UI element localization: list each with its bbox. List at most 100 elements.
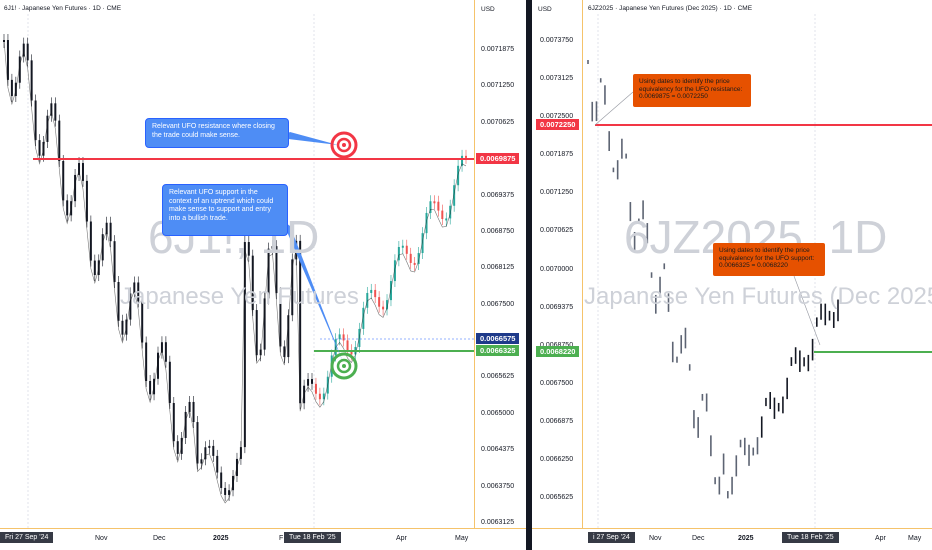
right-candle-body xyxy=(714,477,716,485)
left-candle-body xyxy=(342,334,345,341)
right-candle-body xyxy=(667,293,670,312)
right-candle-body xyxy=(727,491,729,499)
right-candle-body xyxy=(769,392,772,410)
left-candle-body xyxy=(437,201,440,211)
left-candle-body xyxy=(366,292,369,308)
right-candle-body xyxy=(625,153,627,159)
right-candle-body xyxy=(676,356,678,363)
left-candle-body xyxy=(243,242,246,448)
right-price-chart[interactable] xyxy=(532,0,932,550)
left-resistance-pointer xyxy=(280,132,338,145)
left-candle-body xyxy=(26,43,29,61)
right-candle-body xyxy=(697,417,699,438)
left-candle-body xyxy=(318,393,321,400)
right-price-label-3: 0.0071875 xyxy=(540,151,574,159)
right-candle-body xyxy=(621,138,623,159)
left-candle-body xyxy=(220,472,223,488)
left-candle-body xyxy=(228,490,231,495)
left-candle-body xyxy=(275,246,278,294)
left-candle-body xyxy=(78,163,81,175)
left-candle-body xyxy=(133,282,136,294)
left-candle-body xyxy=(200,459,203,464)
left-candle-body xyxy=(18,56,21,83)
right-candle-body xyxy=(612,167,615,173)
left-candle-body xyxy=(445,218,448,221)
right-price-label-9: 0.0067500 xyxy=(540,379,574,387)
left-candle-body xyxy=(429,201,432,213)
left-candle-body xyxy=(389,281,392,301)
right-candle-body xyxy=(743,437,746,456)
left-price-axis-border xyxy=(474,0,475,528)
left-candle-body xyxy=(255,310,258,356)
right-candle-body xyxy=(820,303,822,320)
right-candle-body xyxy=(803,357,805,367)
left-candle-body xyxy=(374,289,377,298)
right-candle-body xyxy=(807,354,810,372)
right-candle-body xyxy=(777,402,780,412)
right-candle-body xyxy=(671,341,674,363)
left-price-label-13: 0.0063125 xyxy=(481,519,515,526)
left-price-label-5: 0.0068750 xyxy=(481,227,515,235)
left-candle-body xyxy=(279,293,282,347)
right-candle-body xyxy=(760,416,763,438)
right-candle-body xyxy=(773,397,776,419)
right-support-note[interactable]: Using dates to identify the price equiva… xyxy=(713,243,825,276)
left-price-label-4: 0.0069375 xyxy=(481,191,515,199)
right-candle-body xyxy=(616,160,619,180)
left-date-start: Fri 27 Sep '24 xyxy=(0,532,54,543)
right-candle-body xyxy=(650,272,653,278)
right-candle-body xyxy=(654,294,657,314)
right-candle-body xyxy=(629,202,632,222)
right-support-price-tag: 0.0068220 xyxy=(536,346,580,357)
left-date-cursor: Tue 18 Feb '25 xyxy=(284,532,341,543)
right-candle-body xyxy=(837,299,839,322)
right-resistance-pointer xyxy=(594,91,634,126)
right-price-label-7: 0.0069375 xyxy=(540,303,574,311)
left-time-axis-border xyxy=(0,528,526,529)
left-resistance-note[interactable]: Relevant UFO resistance where closing th… xyxy=(145,118,289,148)
left-candle-body xyxy=(216,455,219,473)
left-candle-body xyxy=(176,441,179,454)
left-candle-body xyxy=(160,342,163,353)
left-candle-body xyxy=(465,155,467,158)
left-candle-body xyxy=(46,115,49,142)
right-date-may: May xyxy=(908,535,922,542)
left-candle-body xyxy=(393,260,396,282)
right-candle-body xyxy=(659,276,661,298)
right-resistance-note[interactable]: Using dates to identify the price equiva… xyxy=(633,74,751,107)
left-candle-body xyxy=(34,100,37,141)
right-candle-body xyxy=(705,393,708,412)
pane-divider[interactable] xyxy=(526,0,532,550)
right-candle-body xyxy=(739,439,742,448)
right-candle-body xyxy=(591,101,594,122)
left-candle-body xyxy=(421,233,424,254)
left-chart-pane[interactable]: 6J1! · Japanese Yen Futures · 1D · CME U… xyxy=(0,0,526,550)
left-candle-body xyxy=(85,180,88,222)
left-date-may: May xyxy=(455,535,469,542)
right-candle-body xyxy=(731,476,733,495)
right-time-axis-border xyxy=(532,528,932,529)
right-chart-pane[interactable]: 6JZ2025 · Japanese Yen Futures (Dec 2025… xyxy=(532,0,932,550)
right-candle-body xyxy=(663,263,666,270)
left-candle-body xyxy=(204,447,207,460)
left-support-pointer xyxy=(282,220,343,362)
left-date-apr: Apr xyxy=(396,535,407,542)
left-candle-body xyxy=(62,161,65,201)
left-candle-body xyxy=(137,282,140,302)
left-candle-body xyxy=(89,221,92,261)
left-candle-body xyxy=(405,245,408,254)
left-candle-body xyxy=(457,165,460,186)
left-price-chart[interactable] xyxy=(0,0,526,550)
left-candle-body xyxy=(397,246,400,261)
left-candle-body xyxy=(22,43,25,57)
right-price-label-8: 0.0068750 xyxy=(540,342,573,349)
left-candle-body xyxy=(58,120,61,162)
right-candle-body xyxy=(688,364,691,371)
left-candle-body xyxy=(145,342,148,382)
left-resistance-target-center xyxy=(342,143,346,147)
left-price-label-11: 0.0064375 xyxy=(481,446,515,454)
right-candle-body xyxy=(646,223,649,244)
left-resistance-target-inner xyxy=(336,137,352,153)
left-support-note[interactable]: Relevant UFO support in the context of a… xyxy=(162,184,288,236)
left-candle-body xyxy=(338,334,341,340)
